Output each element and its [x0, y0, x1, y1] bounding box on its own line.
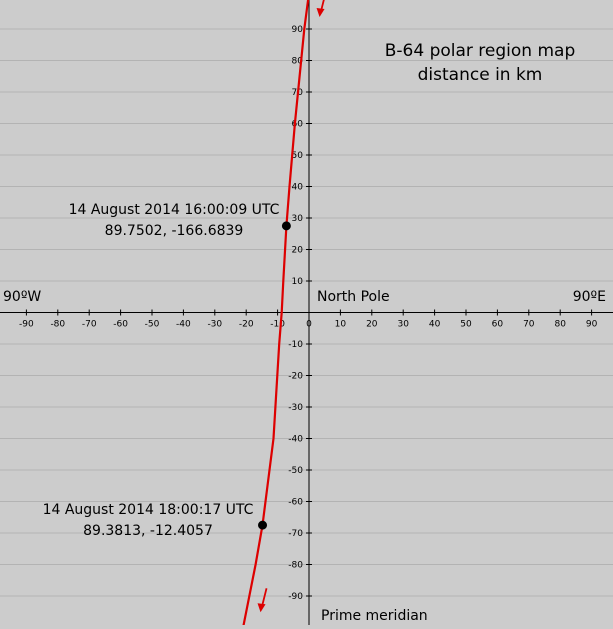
y-tick-label: 90	[292, 25, 304, 35]
y-tick-label: 30	[292, 214, 304, 224]
x-tick-label: -90	[19, 320, 34, 330]
x-tick-label: -80	[50, 320, 65, 330]
west-axis-label: 90ºW	[3, 289, 41, 305]
track-series	[242, 0, 310, 628]
arrow-shaft	[320, 0, 325, 12]
y-tick-label: -70	[288, 529, 303, 539]
x-tick-label: 70	[523, 320, 535, 330]
track-point-1	[281, 221, 291, 231]
point-1-label: 14 August 2014 16:00:09 UTC	[69, 202, 280, 218]
chart-title: B-64 polar region map	[385, 41, 576, 61]
x-tick-label: -30	[207, 320, 222, 330]
x-tick-label: -10	[270, 320, 285, 330]
x-tick-label: 30	[397, 320, 409, 330]
y-tick-label: -90	[288, 592, 303, 602]
x-tick-label: -20	[239, 320, 254, 330]
point-2-coords: 89.3813, -12.4057	[83, 523, 213, 539]
x-tick-label: -60	[113, 320, 128, 330]
track-points	[258, 221, 291, 530]
point-2-label: 14 August 2014 18:00:17 UTC	[43, 502, 254, 518]
y-tick-label: 40	[292, 183, 304, 193]
x-tick-label: 40	[429, 320, 441, 330]
x-tick-label: -40	[176, 320, 191, 330]
arrow-shaft	[261, 588, 268, 607]
x-tick-label: -70	[82, 320, 97, 330]
track-line	[242, 0, 310, 628]
y-tick-label: 60	[292, 120, 304, 130]
y-tick-label: -80	[288, 561, 303, 571]
chart-subtitle: distance in km	[418, 65, 543, 85]
east-axis-label: 90ºE	[573, 289, 606, 305]
x-tick-labels: -90 -80 -70 -60 -50 -40 -30 -20 -10 0 10 20 30 40 50 60…	[19, 320, 598, 330]
x-tick-label: 0	[306, 320, 312, 330]
x-tick-label: 60	[492, 320, 504, 330]
arrow-head	[257, 603, 266, 613]
track-point-2	[258, 520, 268, 530]
y-tick-labels: -90-80-70-60-50-40-30-20-101020304050607…	[288, 25, 303, 602]
x-tick-label: -50	[145, 320, 160, 330]
prime-meridian-label: Prime meridian	[321, 608, 428, 624]
y-tick-label: -40	[288, 435, 303, 445]
y-tick-label: 20	[292, 246, 304, 256]
direction-arrow-icon	[316, 0, 325, 17]
arrow-head	[316, 7, 325, 17]
y-tick-label: 10	[292, 277, 304, 287]
y-tick-label: -20	[288, 372, 303, 382]
y-tick-label: -50	[288, 466, 303, 476]
x-tick-label: 90	[586, 320, 598, 330]
direction-arrows	[257, 0, 325, 613]
x-tick-label: 20	[366, 320, 378, 330]
x-tick-label: 50	[460, 320, 472, 330]
y-tick-label: -10	[288, 340, 303, 350]
y-tick-label: -30	[288, 403, 303, 413]
point-1-coords: 89.7502, -166.6839	[105, 223, 244, 239]
y-tick-label: 80	[292, 57, 304, 67]
y-tick-label: -60	[288, 498, 303, 508]
x-tick-label: 80	[554, 320, 566, 330]
x-tick-label: 10	[335, 320, 347, 330]
direction-arrow-icon	[257, 588, 268, 613]
y-tick-label: 50	[292, 151, 304, 161]
north-pole-label: North Pole	[317, 289, 390, 305]
